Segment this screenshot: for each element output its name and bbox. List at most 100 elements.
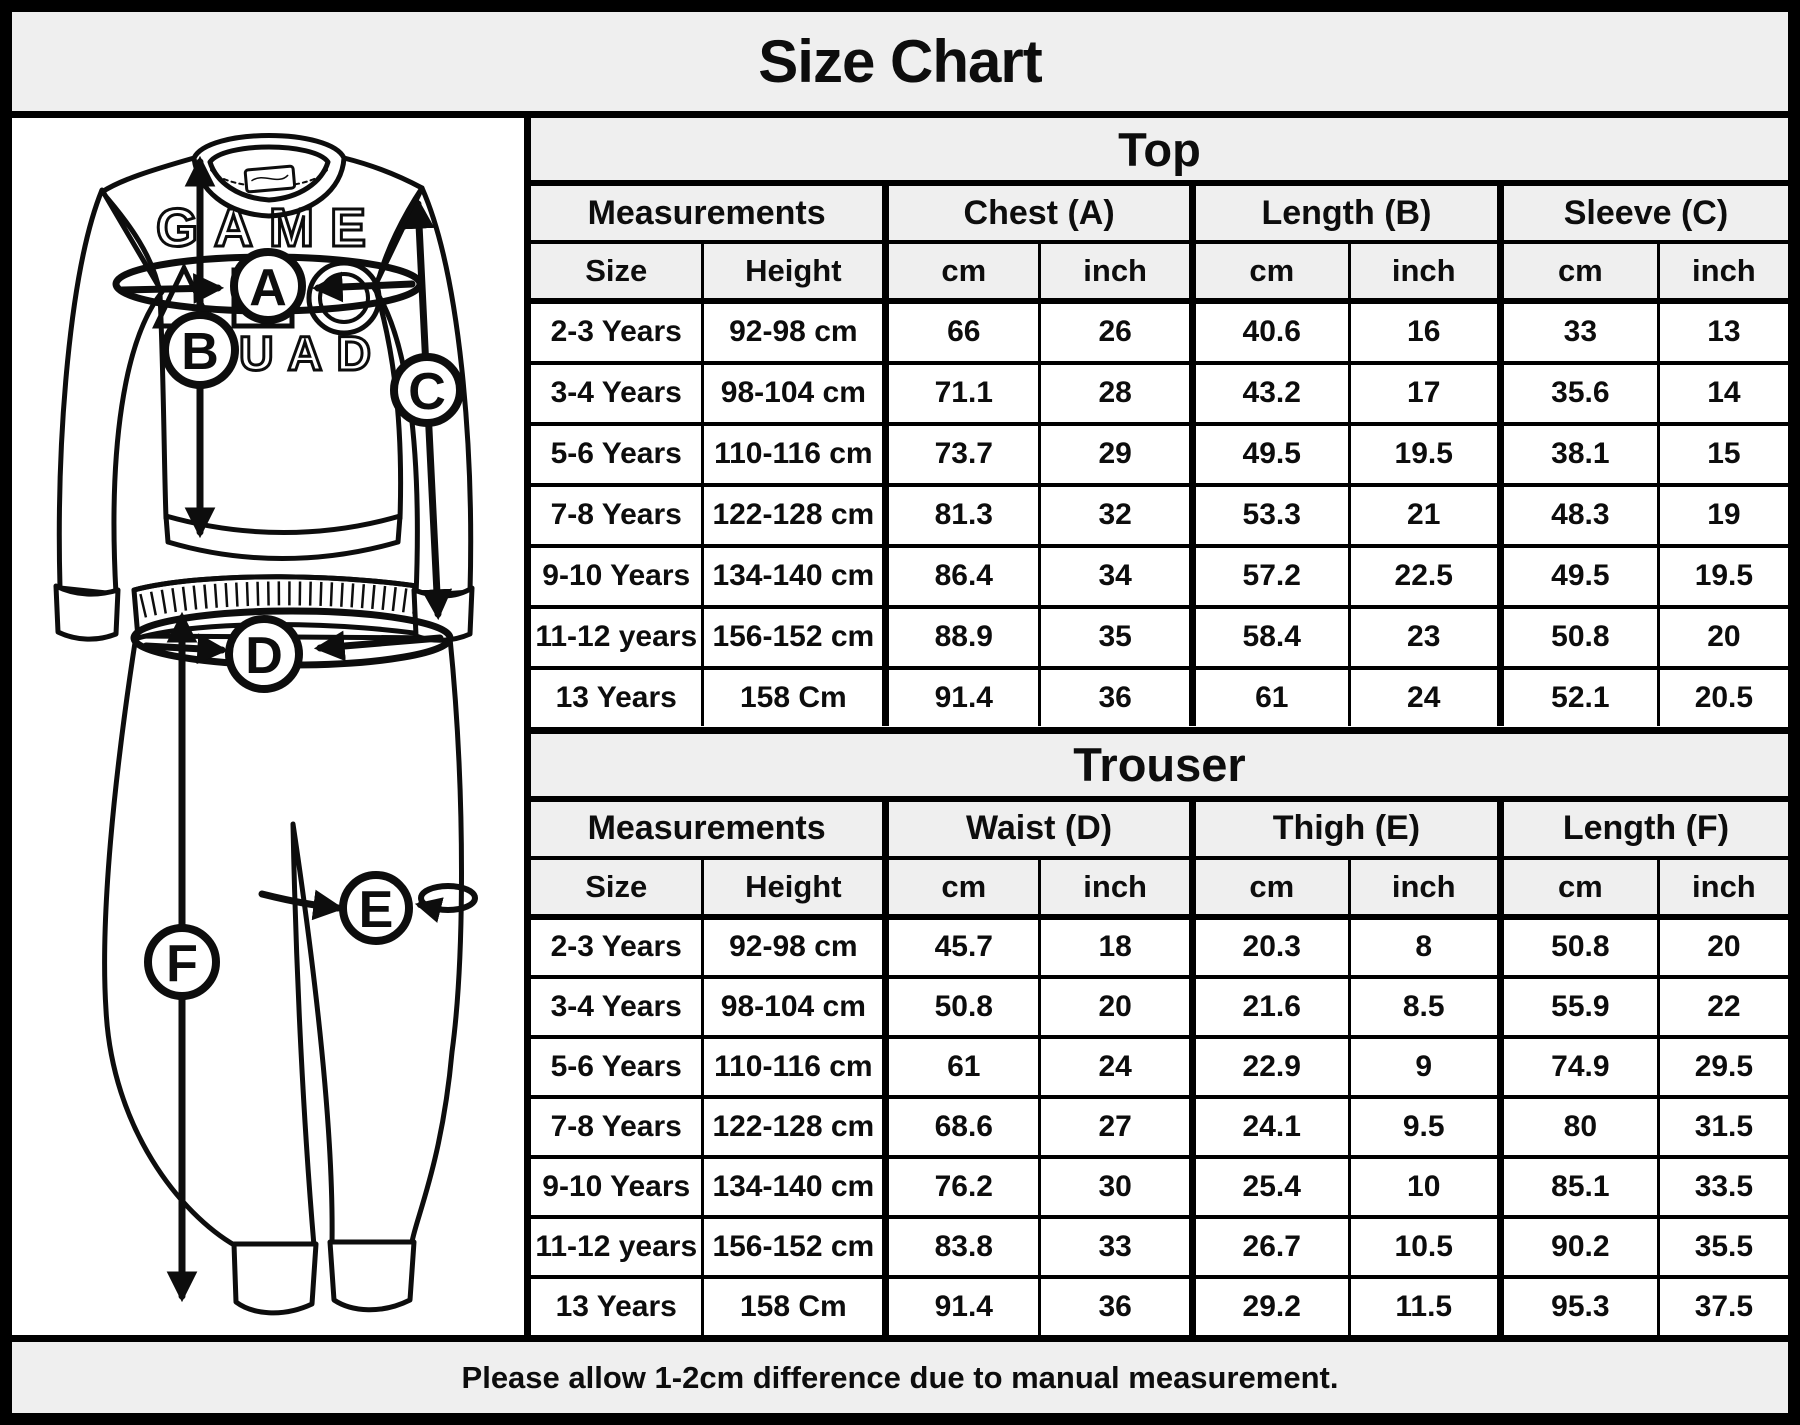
col-header-inch: inch <box>1351 244 1504 298</box>
table-cell: 156-152 cm <box>704 608 890 666</box>
table-cell: 158 Cm <box>704 669 890 727</box>
shirt-print-text-uad: UAD <box>239 328 385 381</box>
table-row: 7-8 Years 122-128 cm 81.3 32 53.3 21 48.3 19 <box>531 486 1788 548</box>
table-cell: 7-8 Years <box>531 1099 705 1156</box>
table-cell: 88.9 <box>889 608 1042 666</box>
table-row: 7-8 Years 122-128 cm 68.6 27 24.1 9.5 80 31.5 <box>531 1099 1788 1160</box>
table-cell: 20.5 <box>1694 680 1754 714</box>
table-cell: 23 <box>1351 608 1504 666</box>
column-group-measurements: Measurements <box>531 186 890 240</box>
table-cell: 13 Years <box>531 669 705 727</box>
table-cell: 49.5 <box>1504 547 1660 605</box>
table-cell: 30 <box>1041 1159 1196 1216</box>
table-cell: 35 <box>1041 608 1196 666</box>
table-cell: 83.8 <box>889 1219 1042 1276</box>
table-cell: 32 <box>1041 486 1196 544</box>
table-cell: 31.5 <box>1694 1110 1754 1144</box>
table-cell: 33 <box>1041 1219 1196 1276</box>
table-cell: 86.4 <box>889 547 1042 605</box>
table-cell: 26 <box>1041 304 1196 361</box>
column-group-thigh: Thigh (E) <box>1196 801 1504 856</box>
collar-stitching <box>210 169 328 188</box>
table-cell: 29.2 <box>1196 1279 1351 1335</box>
top-table-title: Top <box>531 118 1788 186</box>
table-cell: 66 <box>889 304 1042 361</box>
trouser-section: Trouser Measurements Waist (D) Thigh (E)… <box>531 726 1788 1336</box>
trouser-table-title: Trouser <box>531 726 1788 802</box>
col-header-cm: cm <box>1504 244 1660 298</box>
col-header-inch: inch <box>1041 244 1196 298</box>
table-cell: 92-98 cm <box>704 304 890 361</box>
table-cell: 11-12 years <box>531 608 705 666</box>
table-cell: 15 <box>1707 437 1741 471</box>
table-cell: 9.5 <box>1351 1099 1504 1156</box>
table-cell: 21 <box>1351 486 1504 544</box>
table-cell: 92-98 cm <box>704 919 890 976</box>
top-sub-header: Size Height cm inch cm inch cm inch <box>531 244 1788 304</box>
table-cell: 24 <box>1041 1039 1196 1096</box>
table-row: 11-12 years 156-152 cm 88.9 35 58.4 23 50.8 20 <box>531 608 1788 670</box>
trouser-group-header: Measurements Waist (D) Thigh (E) Length … <box>531 801 1788 860</box>
marker-D: D <box>225 615 303 693</box>
left-sleeve-cuff <box>53 583 121 642</box>
table-row: 9-10 Years 134-140 cm 86.4 34 57.2 22.5 49.5 19… <box>531 547 1788 609</box>
table-cell: 61 <box>1196 669 1351 727</box>
table-cell: 38.1 <box>1504 425 1660 483</box>
collar-tag <box>243 164 297 194</box>
table-cell: 13 Years <box>531 1279 705 1335</box>
pajama-diagram: GAME UAD <box>53 133 478 1316</box>
table-cell: 43.2 <box>1196 364 1351 422</box>
col-header-inch: inch <box>1351 859 1504 914</box>
marker-A: A <box>230 248 306 324</box>
table-cell: 36 <box>1041 669 1196 727</box>
col-header-cm: cm <box>889 859 1042 914</box>
column-group-chest: Chest (A) <box>889 186 1196 240</box>
table-cell: 90.2 <box>1504 1219 1660 1276</box>
table-cell: 33 <box>1504 304 1660 361</box>
table-cell: 5-6 Years <box>531 1039 705 1096</box>
col-header-cm: cm <box>1504 859 1660 914</box>
table-cell: 11-12 years <box>531 1219 705 1276</box>
main-area: GAME UAD <box>12 118 1788 1335</box>
column-group-length: Length (F) <box>1562 809 1730 847</box>
table-row: 2-3 Years 92-98 cm 45.7 18 20.3 8 50.8 20 <box>531 919 1788 980</box>
table-cell: 35.6 <box>1504 364 1660 422</box>
table-cell: 98-104 cm <box>704 364 890 422</box>
table-cell: 110-116 cm <box>704 425 890 483</box>
col-header-height: Height <box>704 859 890 914</box>
table-cell: 49.5 <box>1196 425 1351 483</box>
table-cell: 80 <box>1504 1099 1660 1156</box>
col-header-inch: inch <box>1041 859 1196 914</box>
table-cell: 134-140 cm <box>704 547 890 605</box>
right-cuff <box>327 1239 417 1313</box>
marker-C: C <box>390 353 464 427</box>
table-cell: 17 <box>1351 364 1504 422</box>
table-cell: 98-104 cm <box>704 979 890 1036</box>
marker-F: F <box>144 924 220 1000</box>
chest-arrow-right <box>311 271 416 303</box>
table-cell: 21.6 <box>1196 979 1351 1036</box>
measurement-disclaimer: Please allow 1-2cm difference due to man… <box>12 1335 1788 1413</box>
column-group-waist: Waist (D) <box>889 801 1196 856</box>
table-cell: 34 <box>1041 547 1196 605</box>
table-row: 11-12 years 156-152 cm 83.8 33 26.7 10.5 90.2 3… <box>531 1219 1788 1280</box>
table-cell: 52.1 <box>1504 669 1660 727</box>
chest-arrow-left <box>118 273 225 304</box>
table-row: 3-4 Years 98-104 cm 50.8 20 21.6 8.5 55.9 22 <box>531 979 1788 1040</box>
table-cell: 48.3 <box>1504 486 1660 544</box>
table-cell: 81.3 <box>889 486 1042 544</box>
thigh-loop-arrow <box>414 897 444 923</box>
table-cell: 73.7 <box>889 425 1042 483</box>
table-cell: 110-116 cm <box>704 1039 890 1096</box>
table-cell: 11.5 <box>1351 1279 1504 1335</box>
table-cell: 14 <box>1707 376 1741 410</box>
pajama-diagram-panel: GAME UAD <box>12 118 531 1335</box>
table-cell: 74.9 <box>1504 1039 1660 1096</box>
table-cell: 29.5 <box>1694 1050 1754 1084</box>
table-row: 13 Years 158 Cm 91.4 36 29.2 11.5 95.3 37.5 <box>531 1279 1788 1335</box>
marker-B: B <box>161 311 239 389</box>
col-header-inch: inch <box>1692 868 1756 904</box>
table-row: 2-3 Years 92-98 cm 66 26 40.6 16 33 13 <box>531 304 1788 365</box>
col-header-cm: cm <box>889 244 1042 298</box>
table-cell: 22.9 <box>1196 1039 1351 1096</box>
